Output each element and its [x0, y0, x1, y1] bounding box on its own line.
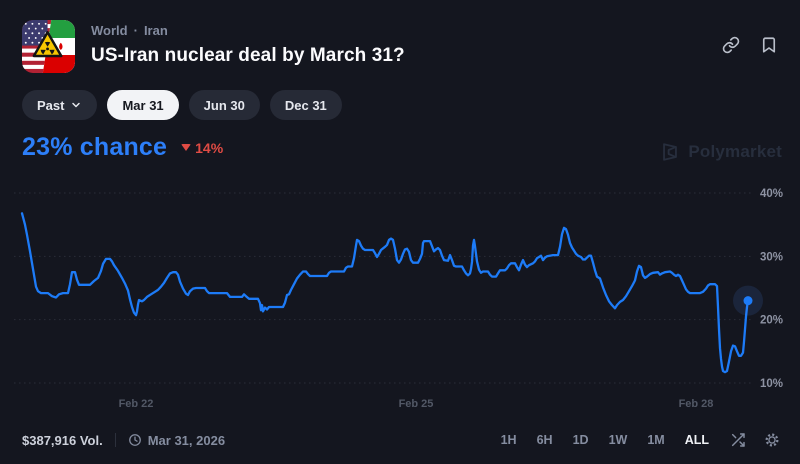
arrow-down-icon [181, 144, 192, 151]
end-date: Mar 31, 2026 [128, 433, 225, 448]
y-tick-label: 10% [760, 378, 783, 390]
footer-divider [114, 433, 116, 447]
chance-value: 23% chance [22, 133, 168, 161]
link-icon[interactable] [722, 36, 740, 54]
past-dropdown[interactable]: Past [22, 90, 98, 120]
x-tick-label: Feb 22 [119, 398, 154, 410]
chance-change-badge: 14% [181, 140, 223, 156]
y-tick-label: 30% [760, 251, 783, 263]
chance-row: 23% chance 14% [22, 133, 223, 162]
x-tick-label: Feb 25 [399, 398, 434, 410]
chevron-down-icon [72, 102, 81, 108]
tab-dec-31[interactable]: Dec 31 [269, 90, 342, 120]
y-tick-label: 40% [760, 188, 783, 200]
range-1m[interactable]: 1M [644, 431, 667, 449]
end-date-label: Mar 31, 2026 [147, 432, 226, 448]
range-6h[interactable]: 6H [534, 431, 556, 449]
market-header: World · Iran US-Iran nuclear deal by Mar… [22, 20, 778, 73]
x-tick-label: Feb 28 [679, 398, 714, 410]
tab-mar-31[interactable]: Mar 31 [107, 90, 179, 120]
chance-change-value: 14% [195, 139, 224, 156]
page-title: US-Iran nuclear deal by March 31? [91, 45, 405, 66]
breadcrumb-link-world[interactable]: World [91, 23, 128, 38]
shuffle-icon[interactable] [730, 432, 746, 448]
bookmark-icon[interactable] [760, 36, 778, 54]
breadcrumb: World · Iran [91, 23, 722, 38]
breadcrumb-separator: · [133, 23, 138, 38]
range-1h[interactable]: 1H [498, 431, 520, 449]
watermark-label: Polymarket [688, 142, 782, 161]
range-1d[interactable]: 1D [570, 431, 592, 449]
endpoint-dot [743, 296, 753, 306]
polymarket-logo-icon [663, 143, 678, 161]
y-tick-label: 20% [760, 315, 783, 327]
price-line [20, 212, 750, 374]
range-1w[interactable]: 1W [606, 431, 631, 449]
past-dropdown-label: Past [37, 97, 65, 113]
gear-icon[interactable] [764, 432, 780, 448]
volume-label: $387,916 Vol. [22, 432, 103, 448]
tab-jun-30[interactable]: Jun 30 [188, 90, 260, 120]
outcome-tabs: Past Mar 31 Jun 30 Dec 31 [22, 90, 342, 120]
breadcrumb-link-iran[interactable]: Iran [143, 23, 168, 38]
clock-icon [128, 434, 141, 446]
polymarket-watermark: Polymarket [659, 141, 782, 163]
footer-bar: $387,916 Vol. Mar 31, 2026 1H 6H 1D 1W 1… [22, 431, 780, 449]
range-all[interactable]: ALL [682, 431, 712, 449]
market-flag-icon [22, 20, 75, 73]
